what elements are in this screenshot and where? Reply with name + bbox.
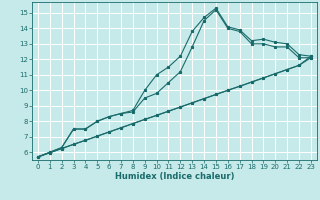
X-axis label: Humidex (Indice chaleur): Humidex (Indice chaleur) xyxy=(115,172,234,181)
